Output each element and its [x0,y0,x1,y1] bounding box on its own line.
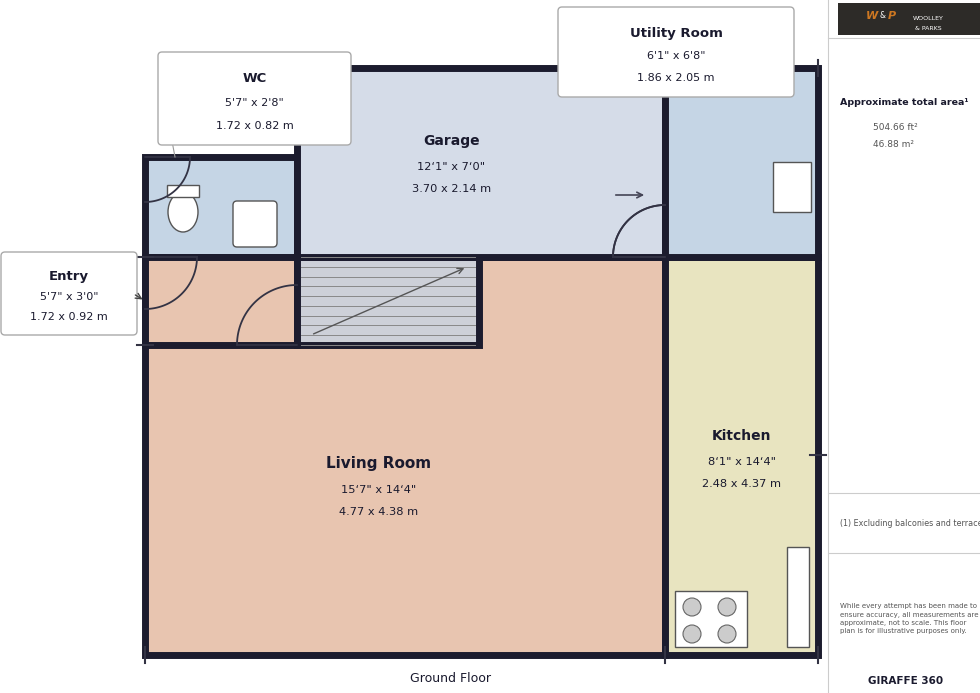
Text: 2.48 x 4.37 m: 2.48 x 4.37 m [702,479,781,489]
Text: 1.72 x 0.82 m: 1.72 x 0.82 m [216,121,293,131]
Text: 15‘7" x 14‘4": 15‘7" x 14‘4" [341,485,416,495]
Text: 6'1" x 6'8": 6'1" x 6'8" [647,51,706,61]
FancyBboxPatch shape [1,252,137,335]
Text: Garage: Garage [423,134,480,148]
Text: While every attempt has been made to
ensure accuracy, all measurements are
appro: While every attempt has been made to ens… [840,603,978,635]
Ellipse shape [168,192,198,232]
Text: 504.66 ft²: 504.66 ft² [873,123,917,132]
Bar [167,185,199,197]
Bar [838,3,980,35]
Bar [145,157,297,257]
Bar [787,547,809,647]
Text: 12‘1" x 7‘0": 12‘1" x 7‘0" [417,162,486,172]
Text: 5'7" x 3'0": 5'7" x 3'0" [40,292,98,302]
Circle shape [718,625,736,643]
Text: 1.86 x 2.05 m: 1.86 x 2.05 m [637,73,714,83]
Bar [297,257,479,345]
Text: Approximate total area¹: Approximate total area¹ [840,98,968,107]
Circle shape [683,598,701,616]
Text: WOOLLEY: WOOLLEY [912,17,944,21]
Text: P: P [888,11,896,21]
Text: Kitchen: Kitchen [711,429,771,443]
FancyBboxPatch shape [158,52,351,145]
Text: 3.70 x 2.14 m: 3.70 x 2.14 m [412,184,491,194]
Bar [773,162,811,212]
Text: Living Room: Living Room [326,457,431,471]
Bar [297,68,665,257]
Bar [665,68,818,257]
Text: WC: WC [242,73,267,85]
Circle shape [683,625,701,643]
Text: 4.77 x 4.38 m: 4.77 x 4.38 m [339,507,418,517]
Bar [145,257,665,655]
Text: & PARKS: & PARKS [914,26,942,31]
Circle shape [718,598,736,616]
Text: Entry: Entry [49,270,89,283]
Text: 8‘1" x 14‘4": 8‘1" x 14‘4" [708,457,775,467]
Bar [665,257,818,655]
Text: W: W [866,11,878,21]
Text: 5'7" x 2'8": 5'7" x 2'8" [225,98,284,107]
FancyBboxPatch shape [233,201,277,247]
Text: Utility Room: Utility Room [629,26,722,40]
FancyBboxPatch shape [558,7,794,97]
Text: 1.72 x 0.92 m: 1.72 x 0.92 m [30,313,108,322]
Text: &: & [880,12,886,21]
Text: 46.88 m²: 46.88 m² [873,141,914,150]
Bar [675,591,747,647]
Text: Ground Floor: Ground Floor [410,672,491,685]
Bar [145,257,297,345]
Text: GIRAFFE 360: GIRAFFE 360 [868,676,944,686]
Text: (1) Excluding balconies and terraces: (1) Excluding balconies and terraces [840,518,980,527]
